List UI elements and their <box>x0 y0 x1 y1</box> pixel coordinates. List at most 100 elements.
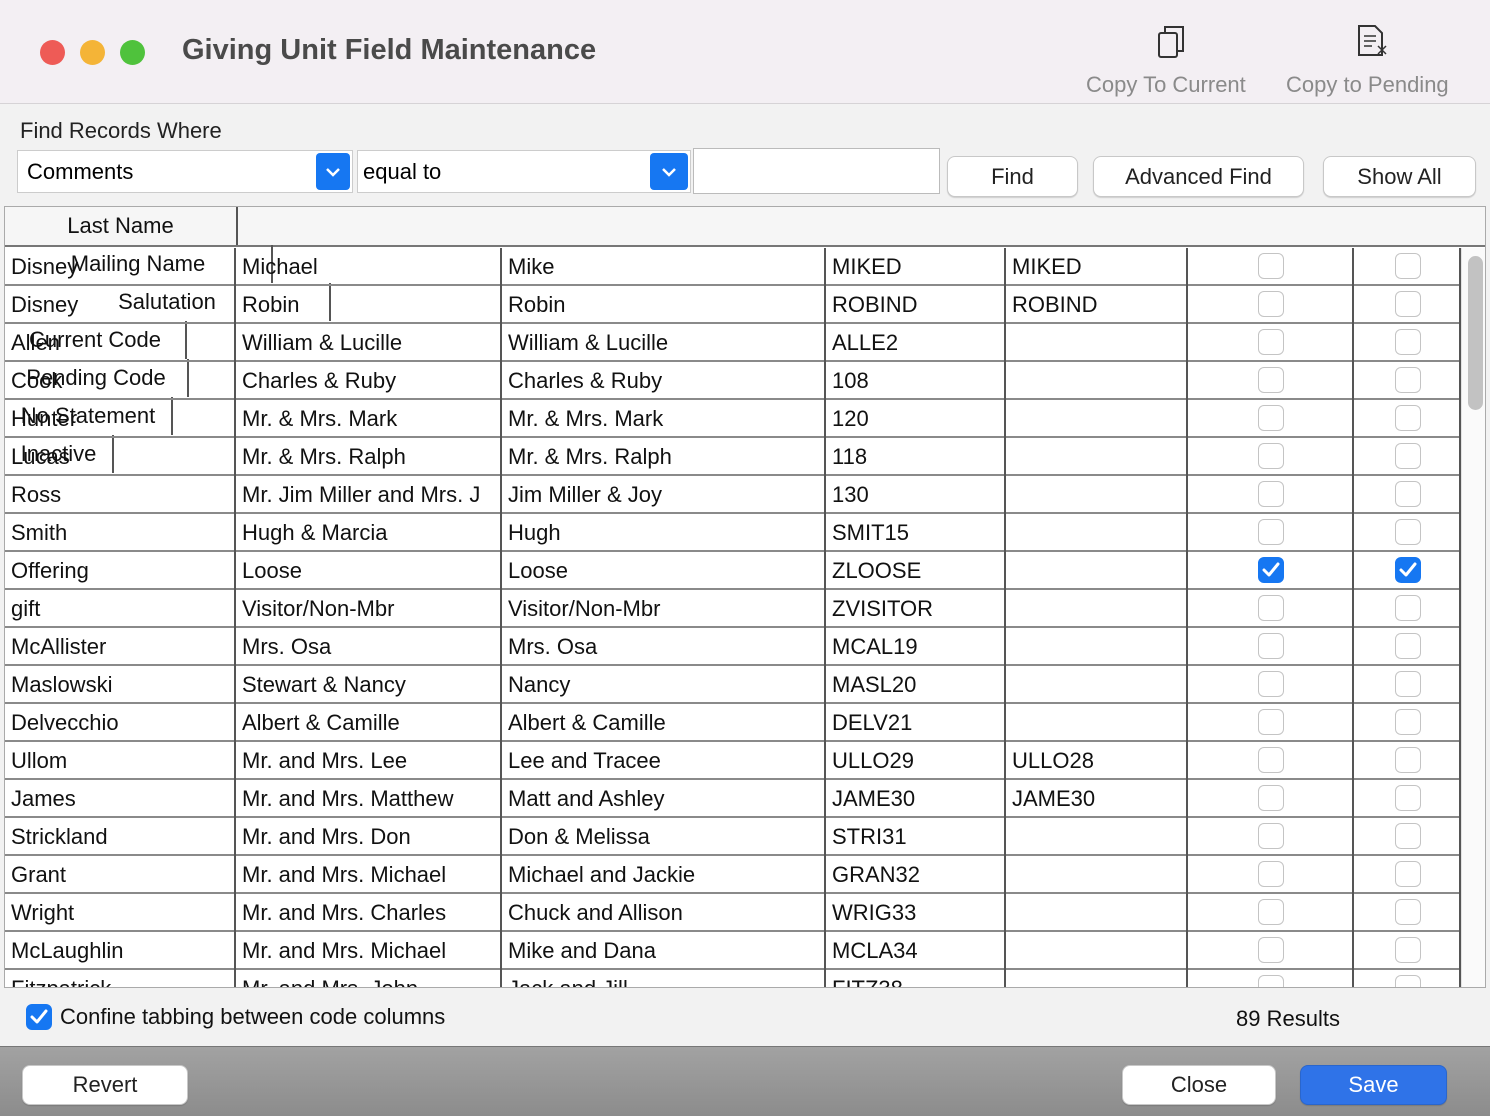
row-checkbox[interactable] <box>1394 253 1421 279</box>
row-checkbox[interactable] <box>1394 899 1421 925</box>
show-all-button[interactable]: Show All <box>1323 156 1476 197</box>
row-checkbox[interactable] <box>1258 557 1284 583</box>
revert-button[interactable]: Revert <box>22 1065 188 1105</box>
table-cell: Nancy <box>502 666 826 704</box>
row-checkbox[interactable] <box>1394 405 1421 431</box>
find-label: Find Records Where <box>20 118 222 143</box>
table-cell: Cook <box>5 362 236 400</box>
row-checkbox[interactable] <box>1258 367 1284 393</box>
row-checkbox[interactable] <box>1258 823 1284 849</box>
row-checkbox[interactable] <box>1258 481 1284 507</box>
row-checkbox[interactable] <box>1258 253 1284 279</box>
row-checkbox[interactable] <box>1258 747 1284 773</box>
row-checkbox[interactable] <box>1258 937 1284 963</box>
table-cell <box>1354 438 1461 476</box>
row-checkbox[interactable] <box>1394 443 1421 469</box>
row-checkbox[interactable] <box>1394 975 1421 987</box>
scrollbar[interactable] <box>1461 248 1485 987</box>
row-checkbox[interactable] <box>1394 481 1421 507</box>
row-checkbox[interactable] <box>1258 443 1284 469</box>
table-cell <box>1006 894 1188 932</box>
row-checkbox[interactable] <box>1394 785 1421 811</box>
table-cell: Visitor/Non-Mbr <box>502 590 826 628</box>
table-cell <box>1354 476 1461 514</box>
row-checkbox[interactable] <box>1258 785 1284 811</box>
table-cell: Disney <box>5 248 236 286</box>
row-checkbox[interactable] <box>1258 519 1284 545</box>
close-button[interactable]: Close <box>1122 1065 1276 1105</box>
row-checkbox[interactable] <box>1394 595 1421 621</box>
row-checkbox[interactable] <box>1394 709 1421 735</box>
row-checkbox[interactable] <box>1394 671 1421 697</box>
table-cell <box>1188 742 1354 780</box>
search-input[interactable] <box>693 148 940 194</box>
table-row: McLaughlin Mr. and Mrs. Michael Mike and D… <box>5 932 1461 970</box>
row-checkbox[interactable] <box>1258 861 1284 887</box>
table-cell: Mr. and Mrs. Michael <box>236 932 502 970</box>
table-cell <box>1354 818 1461 856</box>
row-checkbox[interactable] <box>1394 861 1421 887</box>
table-cell: Hunter <box>5 400 236 438</box>
table-cell: Mike and Dana <box>502 932 826 970</box>
row-checkbox[interactable] <box>1258 595 1284 621</box>
table-cell: McLaughlin <box>5 932 236 970</box>
table-cell: ULLO28 <box>1006 742 1188 780</box>
table-cell: Robin <box>236 286 502 324</box>
title-bar: Giving Unit Field Maintenance Copy To Cu… <box>0 0 1490 104</box>
table-cell <box>1354 628 1461 666</box>
operator-select[interactable]: equal to <box>357 150 691 193</box>
column-header: Inactive <box>5 435 114 473</box>
row-checkbox[interactable] <box>1394 937 1421 963</box>
row-checkbox[interactable] <box>1258 633 1284 659</box>
confine-checkbox[interactable] <box>26 1004 52 1030</box>
table-cell: Charles & Ruby <box>502 362 826 400</box>
row-checkbox[interactable] <box>1394 519 1421 545</box>
table-row: Ullom Mr. and Mrs. Lee Lee and Tracee ULLO2… <box>5 742 1461 780</box>
row-checkbox[interactable] <box>1258 899 1284 925</box>
row-checkbox[interactable] <box>1258 291 1284 317</box>
column-header: Pending Code <box>5 359 189 397</box>
table-cell: Jim Miller & Joy <box>502 476 826 514</box>
save-button[interactable]: Save <box>1300 1065 1447 1105</box>
close-light[interactable] <box>40 40 65 65</box>
table-cell: DELV21 <box>826 704 1006 742</box>
row-checkbox[interactable] <box>1258 975 1284 987</box>
table-cell: William & Lucille <box>502 324 826 362</box>
row-checkbox[interactable] <box>1394 291 1421 317</box>
table-cell <box>1006 666 1188 704</box>
table-cell: WRIG33 <box>826 894 1006 932</box>
table-cell: 130 <box>826 476 1006 514</box>
row-checkbox[interactable] <box>1258 405 1284 431</box>
toolbar-label[interactable]: Copy to Pending <box>1286 72 1449 97</box>
table-row: Hunter Mr. & Mrs. Mark Mr. & Mrs. Mark 120 <box>5 400 1461 438</box>
row-checkbox[interactable] <box>1394 823 1421 849</box>
minimize-light[interactable] <box>80 40 105 65</box>
find-button[interactable]: Find <box>947 156 1078 197</box>
table-cell: ROBIND <box>1006 286 1188 324</box>
zoom-light[interactable] <box>120 40 145 65</box>
row-checkbox[interactable] <box>1394 633 1421 659</box>
table-cell: McAllister <box>5 628 236 666</box>
row-checkbox[interactable] <box>1258 709 1284 735</box>
row-checkbox[interactable] <box>1258 329 1284 355</box>
advanced-find-button[interactable]: Advanced Find <box>1093 156 1304 197</box>
column-header: Salutation <box>5 283 331 321</box>
toolbar-label[interactable]: Copy To Current <box>1086 72 1246 97</box>
row-checkbox[interactable] <box>1258 671 1284 697</box>
table-cell <box>1354 362 1461 400</box>
table-cell <box>1188 666 1354 704</box>
operator-value: equal to <box>363 159 442 184</box>
table: Last Name Mailing Name Salutation Current C… <box>4 206 1486 988</box>
row-checkbox[interactable] <box>1394 329 1421 355</box>
row-checkbox[interactable] <box>1394 367 1421 393</box>
table-cell <box>1006 590 1188 628</box>
row-checkbox[interactable] <box>1394 557 1421 583</box>
scroll-thumb[interactable] <box>1468 256 1483 410</box>
table-cell <box>1188 780 1354 818</box>
row-checkbox[interactable] <box>1394 747 1421 773</box>
table-cell <box>1354 780 1461 818</box>
table-cell <box>1354 666 1461 704</box>
confine-label[interactable]: Confine tabbing between code columns <box>60 1004 446 1029</box>
table-cell <box>1354 552 1461 590</box>
field-select[interactable]: Comments <box>17 150 353 193</box>
